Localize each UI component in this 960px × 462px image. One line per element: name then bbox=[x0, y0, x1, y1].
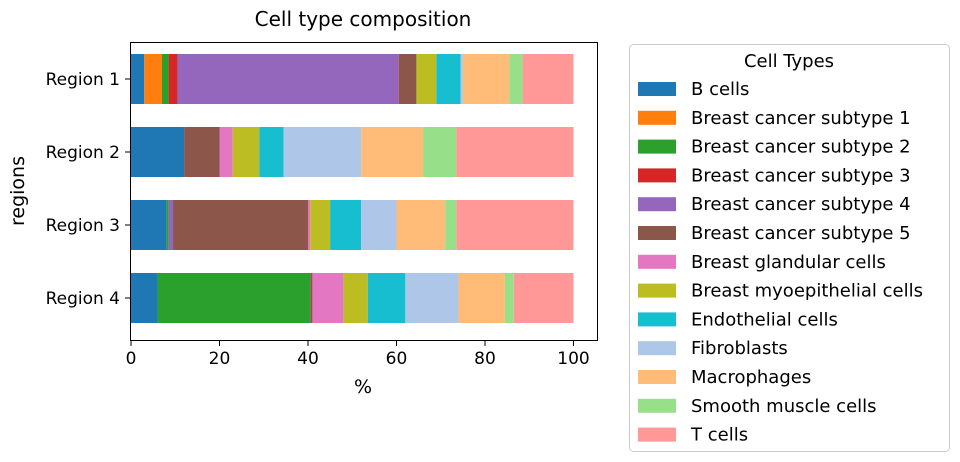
bar-segment bbox=[168, 54, 178, 104]
bar-segment bbox=[330, 200, 362, 250]
bar-segment bbox=[168, 200, 174, 250]
legend-label: Breast cancer subtype 4 bbox=[691, 194, 911, 215]
bar-segment bbox=[177, 54, 399, 104]
legend-swatch bbox=[638, 370, 676, 384]
x-tick-label: 100 bbox=[557, 349, 589, 369]
bar-segment bbox=[462, 54, 510, 104]
y-tick-label: Region 2 bbox=[46, 143, 120, 163]
x-tick-label: 60 bbox=[386, 349, 408, 369]
y-tick-label: Region 1 bbox=[46, 70, 120, 90]
bar-segment bbox=[131, 54, 145, 104]
bar-segment bbox=[456, 127, 574, 177]
bar-segment bbox=[184, 127, 220, 177]
legend-swatch bbox=[638, 283, 676, 298]
legend-label: Endothelial cells bbox=[691, 309, 838, 330]
bar-segment bbox=[310, 200, 331, 250]
x-tick-label: 0 bbox=[126, 349, 137, 369]
bar-segment bbox=[416, 54, 437, 104]
bar-segment bbox=[310, 273, 313, 323]
y-axis-label: regions bbox=[7, 156, 29, 226]
bar-segment bbox=[157, 273, 311, 323]
legend-label: Breast cancer subtype 3 bbox=[691, 165, 911, 186]
bar-segment bbox=[259, 127, 284, 177]
legend-swatch bbox=[638, 82, 676, 96]
bar-segment bbox=[232, 127, 260, 177]
x-tick-label: 20 bbox=[209, 349, 231, 369]
y-axis: Region 1 Region 2 Region 3 Region 4 bbox=[46, 70, 131, 309]
legend-swatch bbox=[638, 312, 676, 327]
bar-segment bbox=[161, 54, 169, 104]
legend-swatch bbox=[638, 197, 676, 212]
bar-segment bbox=[173, 200, 308, 250]
bar-segment bbox=[367, 273, 406, 323]
x-tick-label: 40 bbox=[297, 349, 319, 369]
bar-segment bbox=[509, 54, 523, 104]
bar-segment bbox=[522, 54, 574, 104]
bar-segment bbox=[361, 127, 424, 177]
bar-segment bbox=[131, 200, 167, 250]
bar-segment bbox=[398, 54, 417, 104]
bar-segment bbox=[456, 200, 574, 250]
legend-label: T cells bbox=[690, 425, 748, 446]
bar-segment bbox=[144, 54, 162, 104]
legend-label: Breast cancer subtype 2 bbox=[691, 137, 911, 158]
bar-segment bbox=[460, 54, 463, 104]
legend-label: Macrophages bbox=[691, 367, 811, 388]
bar-segment bbox=[166, 200, 169, 250]
legend: Cell Types B cells Breast cancer subtype … bbox=[629, 44, 950, 452]
legend-swatch bbox=[638, 254, 676, 269]
bar-segment bbox=[458, 273, 505, 323]
x-tick-label: 80 bbox=[474, 349, 496, 369]
legend-label: Fibroblasts bbox=[691, 338, 788, 359]
bar-segment bbox=[308, 200, 311, 250]
bar-segment bbox=[219, 127, 233, 177]
legend-label: Breast myoepithelial cells bbox=[691, 281, 923, 302]
plot-frame bbox=[130, 42, 598, 341]
x-axis: 0 20 40 60 80 100 bbox=[126, 340, 590, 369]
legend-title: Cell Types bbox=[744, 51, 834, 72]
bar-segment bbox=[436, 54, 461, 104]
bar-segment bbox=[513, 273, 574, 323]
bar-segment bbox=[396, 200, 446, 250]
bar-segment bbox=[361, 200, 397, 250]
legend-swatch bbox=[638, 427, 676, 442]
bar-segment bbox=[343, 273, 368, 323]
legend-swatch bbox=[638, 110, 676, 125]
bars-group bbox=[131, 54, 574, 323]
legend-label: Breast glandular cells bbox=[691, 252, 886, 273]
legend-label: B cells bbox=[691, 79, 749, 100]
bar-segment bbox=[131, 273, 158, 323]
chart-title: Cell type composition bbox=[255, 7, 472, 31]
bar-segment bbox=[283, 127, 362, 177]
legend-label: Smooth muscle cells bbox=[691, 396, 877, 417]
bar-segment bbox=[445, 200, 457, 250]
legend-swatch bbox=[638, 139, 676, 154]
bar-segment bbox=[405, 273, 459, 323]
bar-segment bbox=[423, 127, 457, 177]
legend-swatch bbox=[638, 398, 676, 413]
legend-swatch bbox=[638, 226, 676, 240]
y-tick-label: Region 3 bbox=[46, 216, 120, 236]
bar-segment bbox=[312, 273, 344, 323]
bar-segment bbox=[504, 273, 514, 323]
legend-swatch bbox=[638, 168, 676, 183]
legend-label: Breast cancer subtype 5 bbox=[691, 223, 911, 244]
legend-frame bbox=[629, 44, 950, 452]
legend-swatch bbox=[638, 341, 676, 356]
legend-label: Breast cancer subtype 1 bbox=[691, 108, 911, 129]
x-axis-label: % bbox=[354, 376, 372, 398]
y-tick-label: Region 4 bbox=[46, 289, 120, 309]
bar-segment bbox=[131, 127, 185, 177]
